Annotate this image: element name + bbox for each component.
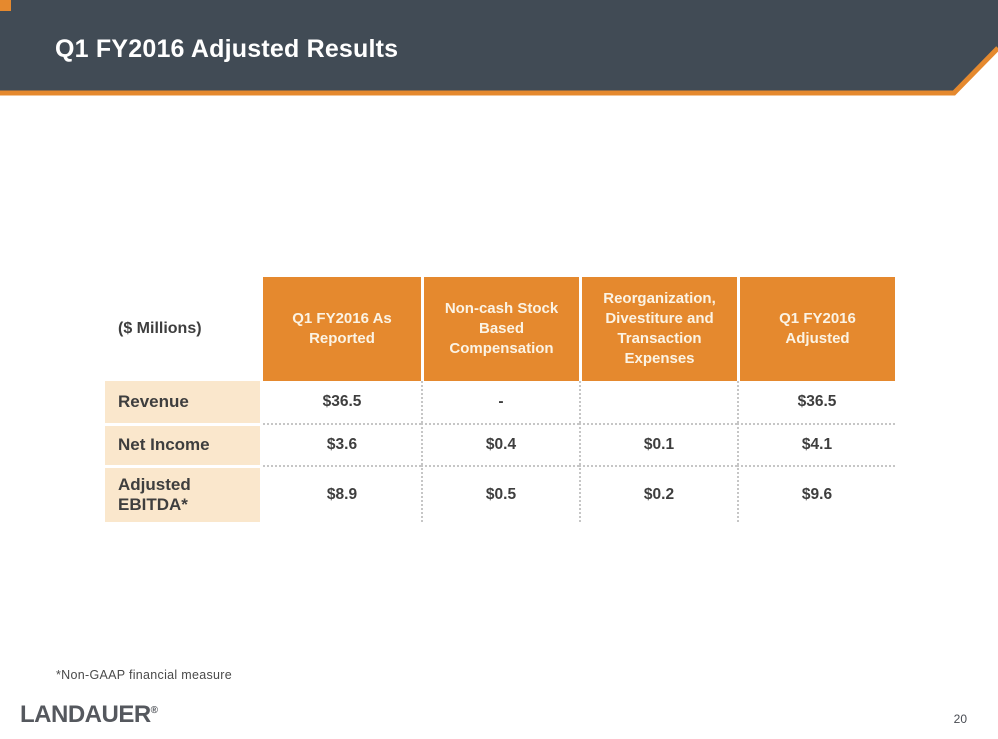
header-band-shape <box>0 0 998 96</box>
cell-net-income-as-reported: $3.6 <box>263 423 421 465</box>
cell-net-income-adjusted: $4.1 <box>737 423 895 465</box>
column-header-stock-comp: Non-cash Stock Based Compensation <box>421 277 579 381</box>
cell-revenue-as-reported: $36.5 <box>263 381 421 423</box>
header-band: Q1 FY2016 Adjusted Results <box>0 0 998 100</box>
page-number: 20 <box>953 712 967 726</box>
cell-net-income-reorg: $0.1 <box>579 423 737 465</box>
cell-ebitda-as-reported: $8.9 <box>263 465 421 522</box>
cell-ebitda-adjusted: $9.6 <box>737 465 895 522</box>
column-header-as-reported: Q1 FY2016 As Reported <box>263 277 421 381</box>
slide-title: Q1 FY2016 Adjusted Results <box>55 35 399 63</box>
cell-revenue-stock-comp: - <box>421 381 579 423</box>
cell-net-income-stock-comp: $0.4 <box>421 423 579 465</box>
row-label-adjusted-ebitda: Adjusted EBITDA* <box>105 465 263 522</box>
corner-accent-square <box>0 0 11 11</box>
column-header-adjusted: Q1 FY2016 Adjusted <box>737 277 895 381</box>
cell-ebitda-reorg: $0.2 <box>579 465 737 522</box>
row-label-revenue: Revenue <box>105 381 263 423</box>
logo-text: LANDAUER <box>20 701 151 728</box>
column-header-reorg: Reorganization, Divestiture and Transact… <box>579 277 737 381</box>
footnote: *Non-GAAP financial measure <box>56 668 233 682</box>
results-table: ($ Millions) Q1 FY2016 As Reported Non-c… <box>105 277 895 522</box>
row-label-net-income: Net Income <box>105 423 263 465</box>
unit-label: ($ Millions) <box>105 277 263 381</box>
cell-ebitda-stock-comp: $0.5 <box>421 465 579 522</box>
cell-revenue-adjusted: $36.5 <box>737 381 895 423</box>
landauer-logo: LANDAUER® <box>20 701 158 729</box>
cell-revenue-reorg <box>579 381 737 423</box>
registered-trademark-symbol: ® <box>150 705 159 716</box>
